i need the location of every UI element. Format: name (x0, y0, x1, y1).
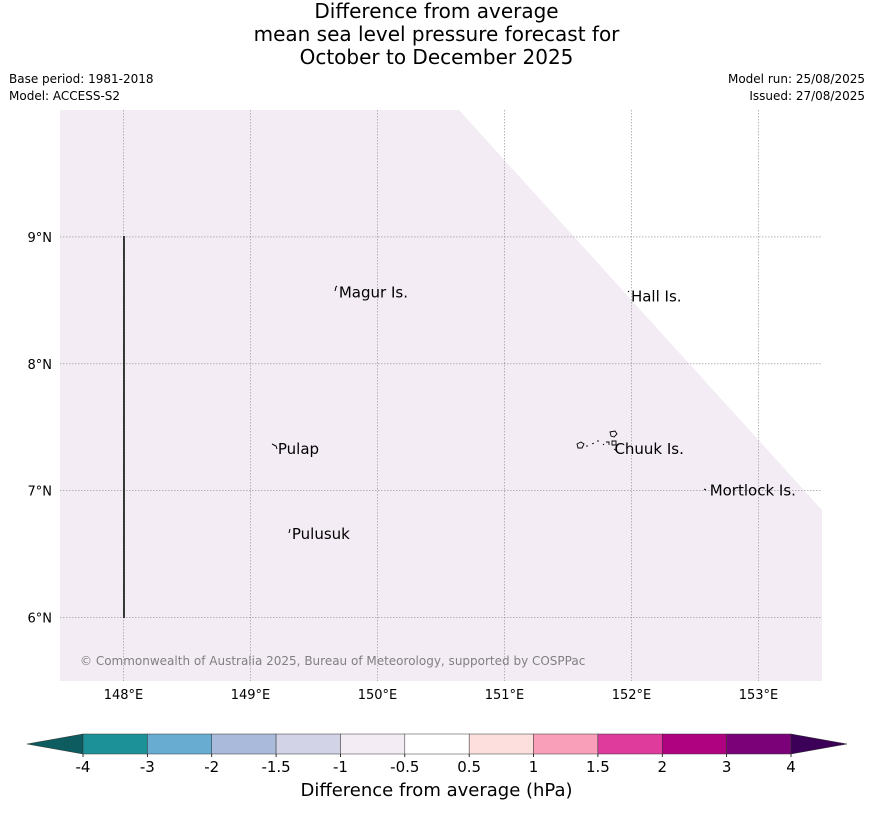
place-label: Magur Is. (339, 284, 408, 302)
map-title: Difference from average mean sea level p… (0, 0, 873, 69)
lon-tick-label: 149°E (231, 688, 271, 703)
lon-tick-label: 153°E (739, 688, 779, 703)
colorbar-extend-low (26, 733, 84, 755)
lon-tick-label: 150°E (358, 688, 398, 703)
place-label: Pulap (278, 440, 319, 458)
map-fill-region (60, 110, 822, 681)
title-line-1: Difference from average (314, 0, 559, 23)
colorbar-bin (275, 733, 341, 755)
colorbar-tick-label: -2 (204, 758, 219, 776)
colorbar-bin (82, 733, 148, 755)
colorbar-tick-label: 2 (657, 758, 667, 776)
base-period: Base period: 1981-2018 (9, 72, 154, 86)
colorbar-tick-labels: -4 -3 -2 -1.5 -1 -0.5 0.5 1 1.5 2 3 4 (76, 754, 796, 776)
place-labels: Magur Is. Hall Is. Pulap Chuuk Is. Mortlock … (278, 284, 796, 543)
place-label: Hall Is. (631, 288, 682, 306)
place-label: Chuuk Is. (614, 440, 683, 458)
colorbar-tick-label: -1.5 (261, 758, 290, 776)
colorbar-bin (211, 733, 277, 755)
title-line-2: mean sea level pressure forecast for (253, 22, 620, 46)
colorbar-bin (533, 733, 599, 755)
colorbar-tick-label: -1 (333, 758, 348, 776)
colorbar-bin (597, 733, 663, 755)
colorbar-bin (468, 733, 534, 755)
lon-tick-label: 151°E (485, 688, 525, 703)
lon-tick-label: 148°E (104, 688, 144, 703)
lat-tick-label: 7°N (28, 485, 53, 500)
lat-tick-label: 6°N (28, 612, 53, 627)
colorbar-bin (726, 733, 792, 755)
longitude-labels: 148°E 149°E 150°E 151°E 152°E 153°E (104, 688, 779, 703)
colorbar-tick-label: 3 (722, 758, 732, 776)
colorbar-label: Difference from average (hPa) (300, 780, 573, 801)
magur-island-shape (334, 285, 338, 292)
latitude-labels: 9°N 8°N 7°N 6°N (28, 231, 53, 627)
title-line-3: October to December 2025 (299, 45, 574, 69)
colorbar-bins (26, 733, 848, 755)
issued-date: Issued: 27/08/2025 (749, 89, 865, 103)
place-label: Mortlock Is. (710, 482, 796, 500)
colorbar-bin (662, 733, 727, 755)
copyright-notice: © Commonwealth of Australia 2025, Bureau… (80, 654, 585, 668)
model-name: Model: ACCESS-S2 (9, 89, 121, 103)
colorbar-bin (404, 733, 470, 755)
pulusuk-island-shape (288, 528, 291, 534)
meta-right: Model run: 25/08/2025 Issued: 27/08/2025 (728, 71, 865, 105)
colorbar-tick-label: 1.5 (586, 758, 610, 776)
model-run: Model run: 25/08/2025 (727, 72, 865, 86)
island-markers (271, 285, 707, 534)
colorbar-tick-label: -4 (76, 758, 91, 776)
lon-tick-label: 152°E (612, 688, 652, 703)
colorbar-tick-label: -3 (140, 758, 155, 776)
colorbar-tick-label: 0.5 (457, 758, 481, 776)
map: Magur Is. Hall Is. Pulap Chuuk Is. Mortlock … (28, 110, 822, 703)
colorbar-extend-high (790, 733, 848, 755)
place-label: Pulusuk (292, 525, 350, 543)
colorbar-bin (340, 733, 406, 755)
lat-tick-label: 8°N (28, 358, 53, 373)
meta-left: Base period: 1981-2018 Model: ACCESS-S2 (9, 71, 154, 105)
colorbar-bin (147, 733, 212, 755)
pulap-island-shape (271, 443, 278, 450)
mortlock-island-shape (703, 488, 707, 491)
colorbar-tick-label: -0.5 (390, 758, 419, 776)
colorbar-tick-label: 1 (529, 758, 539, 776)
colorbar: -4 -3 -2 -1.5 -1 -0.5 0.5 1 1.5 2 3 4 (26, 733, 848, 776)
chuuk-islands-shapes (576, 430, 618, 452)
lat-tick-label: 9°N (28, 231, 53, 246)
hall-island-shape (627, 290, 630, 293)
colorbar-tick-label: 4 (786, 758, 796, 776)
